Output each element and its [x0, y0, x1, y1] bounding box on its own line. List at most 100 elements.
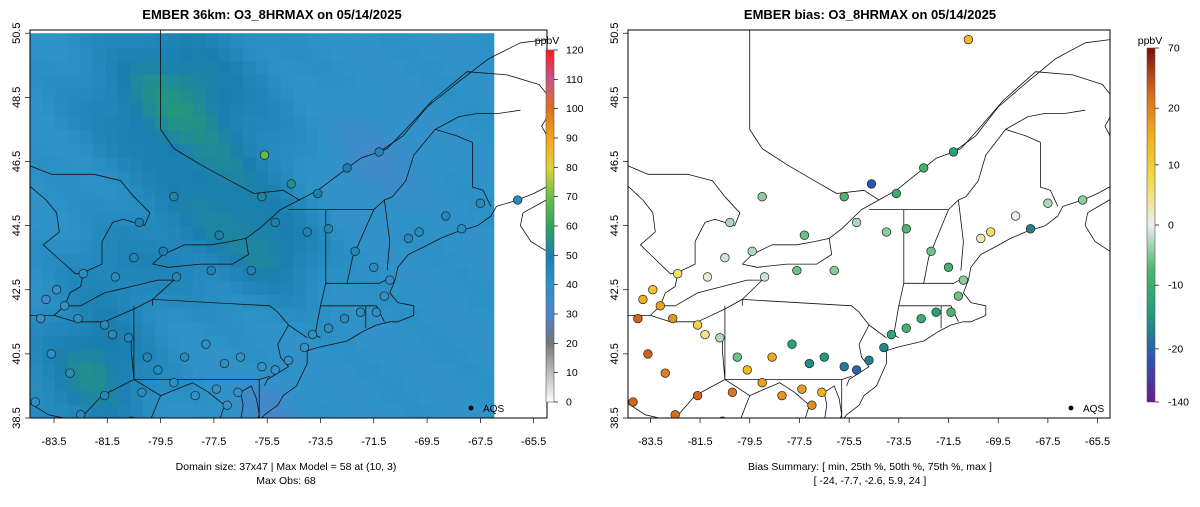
- model-grid-cell: [468, 170, 482, 185]
- obs-marker: [169, 192, 179, 202]
- model-grid-cell: [280, 46, 294, 62]
- model-grid-cell: [293, 308, 307, 323]
- model-grid-cell: [117, 211, 131, 227]
- model-grid-cell: [343, 115, 357, 131]
- model-grid-cell: [243, 280, 257, 295]
- obs-marker: [222, 400, 232, 410]
- model-grid-cell: [55, 335, 69, 350]
- obs-marker: [46, 349, 56, 359]
- model-grid-cell: [192, 349, 207, 364]
- model-grid-cell: [205, 88, 219, 103]
- colorbar-tick-label: 40: [566, 279, 578, 291]
- model-grid-cell: [443, 129, 457, 144]
- model-grid-cell: [355, 349, 369, 364]
- model-grid-cell: [55, 46, 69, 62]
- model-grid-cell: [380, 33, 395, 48]
- model-grid-cell: [305, 88, 319, 103]
- model-grid-cell: [255, 349, 269, 364]
- model-grid-cell: [105, 129, 119, 144]
- right-footer-line-1: Bias Summary: [ min, 25th %, 50th %, 75t…: [748, 461, 992, 473]
- legend-dot: [1068, 405, 1074, 411]
- model-grid-cell: [30, 60, 44, 76]
- model-grid-cell: [130, 308, 144, 323]
- model-grid-cell: [481, 184, 495, 199]
- boundary-line: [923, 209, 949, 284]
- model-grid-cell: [230, 308, 244, 323]
- model-grid-cell: [293, 239, 307, 254]
- model-grid-cell: [418, 280, 432, 295]
- model-grid-cell: [443, 376, 457, 392]
- model-grid-cell: [305, 143, 319, 158]
- model-grid-cell: [243, 33, 257, 48]
- x-tick-label: -67.5: [468, 436, 493, 448]
- bias-marker: [720, 253, 730, 263]
- model-grid-cell: [80, 294, 94, 309]
- model-grid-cell: [293, 88, 307, 103]
- observation-markers: [30, 147, 523, 418]
- left-plot-area: [30, 30, 547, 418]
- left-legend-label: AQS: [483, 404, 504, 415]
- model-grid-cell: [443, 225, 457, 240]
- model-grid-cell: [217, 46, 232, 62]
- model-grid-cell: [418, 349, 432, 364]
- boundary-line: [30, 185, 81, 275]
- x-tick-label: -69.5: [415, 436, 440, 448]
- bias-marker: [643, 349, 653, 359]
- model-grid-cell: [42, 253, 56, 268]
- model-grid-cell: [30, 376, 44, 392]
- model-grid-cell: [192, 88, 207, 103]
- model-grid-cell: [80, 143, 94, 158]
- model-grid-cell: [393, 184, 407, 199]
- obs-marker: [385, 275, 395, 285]
- model-grid-cell: [443, 46, 457, 62]
- model-grid-cell: [67, 74, 81, 89]
- obs-marker: [65, 368, 75, 378]
- model-grid-cell: [205, 390, 219, 405]
- model-grid-cell: [468, 33, 482, 48]
- model-grid-cell: [418, 335, 432, 350]
- model-grid-cell: [130, 156, 144, 172]
- model-grid-cell: [431, 129, 445, 144]
- model-grid-cell: [443, 88, 457, 103]
- model-grid-cell: [80, 211, 94, 227]
- model-grid-cell: [405, 184, 420, 199]
- model-grid-cell: [405, 294, 420, 309]
- left-legend: AQS: [468, 404, 504, 415]
- model-grid-cell: [155, 266, 169, 282]
- model-grid-cell: [180, 129, 194, 144]
- model-grid-cell: [55, 60, 69, 76]
- model-grid-cell: [280, 198, 294, 213]
- bias-marker: [692, 320, 703, 330]
- model-grid-cell: [67, 115, 81, 131]
- model-grid-cell: [330, 129, 344, 144]
- x-tick-label: -81.5: [688, 436, 713, 448]
- model-grid-cell: [105, 349, 119, 364]
- model-grid-cell: [142, 308, 156, 323]
- model-grid-cell: [255, 129, 269, 144]
- model-grid-cell: [268, 33, 282, 48]
- model-grid-cell: [468, 335, 482, 350]
- model-grid-cell: [280, 88, 294, 103]
- model-grid-cell: [393, 266, 407, 282]
- model-grid-cell: [42, 321, 56, 337]
- model-grid-cell: [180, 335, 194, 350]
- model-grid-cell: [243, 101, 257, 117]
- model-grid-cell: [418, 46, 432, 62]
- model-grid-cell: [167, 335, 181, 350]
- model-grid-cell: [318, 308, 332, 323]
- model-grid-cell: [205, 308, 219, 323]
- model-grid-cell: [431, 349, 445, 364]
- model-grid-cell: [155, 308, 169, 323]
- model-grid-cell: [481, 60, 495, 76]
- model-grid-cell: [155, 170, 169, 185]
- bias-marker: [825, 430, 834, 439]
- model-grid-cell: [456, 198, 470, 213]
- model-grid-cell: [142, 280, 156, 295]
- model-grid-cell: [117, 129, 131, 144]
- model-grid-cell: [268, 101, 282, 117]
- model-grid-cell: [468, 349, 482, 364]
- model-grid-cell: [30, 363, 44, 378]
- model-grid-cell: [456, 74, 470, 89]
- obs-marker: [350, 246, 360, 256]
- model-grid-cell: [318, 74, 332, 89]
